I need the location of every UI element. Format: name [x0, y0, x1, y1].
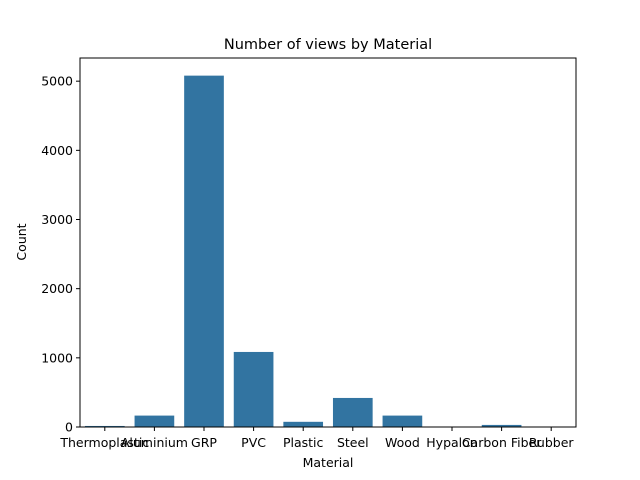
- bar-thermoplastic: [84, 425, 125, 427]
- x-tick-label: Steel: [337, 435, 369, 450]
- chart-title: Number of views by Material: [224, 37, 432, 53]
- x-tick-label: Aluminium: [121, 435, 188, 450]
- y-axis: 0 1000 2000 3000 4000 5000: [41, 74, 80, 435]
- bar-aluminium: [134, 415, 175, 427]
- bar-carbon-fiber: [481, 424, 522, 427]
- bar-wood: [382, 415, 423, 427]
- bar-steel: [332, 397, 373, 427]
- y-tick-label: 4000: [41, 143, 73, 158]
- x-axis-label: Material: [303, 455, 354, 470]
- x-tick-label: Rubber: [529, 435, 575, 450]
- x-tick-label: Wood: [385, 435, 420, 450]
- x-tick-label: PVC: [241, 435, 266, 450]
- x-tick-label: GRP: [191, 435, 217, 450]
- bar-grp: [184, 75, 224, 427]
- y-tick-label: 1000: [41, 350, 73, 365]
- y-tick-label: 3000: [41, 212, 73, 227]
- y-tick-label: 5000: [41, 74, 73, 89]
- x-tick-label: Thermoplastic: [59, 435, 149, 450]
- bar-plastic: [283, 421, 324, 427]
- x-tick-label: Hypalon: [426, 435, 477, 450]
- x-tick-label: Carbon Fiber: [462, 435, 542, 450]
- x-tick-label: Plastic: [283, 435, 324, 450]
- y-tick-label: 2000: [41, 281, 73, 296]
- plot-frame: [79, 57, 577, 428]
- bar-pvc: [233, 351, 274, 427]
- y-tick-label: 0: [65, 420, 73, 435]
- bars-group: [84, 75, 572, 427]
- y-axis-label: Count: [14, 223, 29, 260]
